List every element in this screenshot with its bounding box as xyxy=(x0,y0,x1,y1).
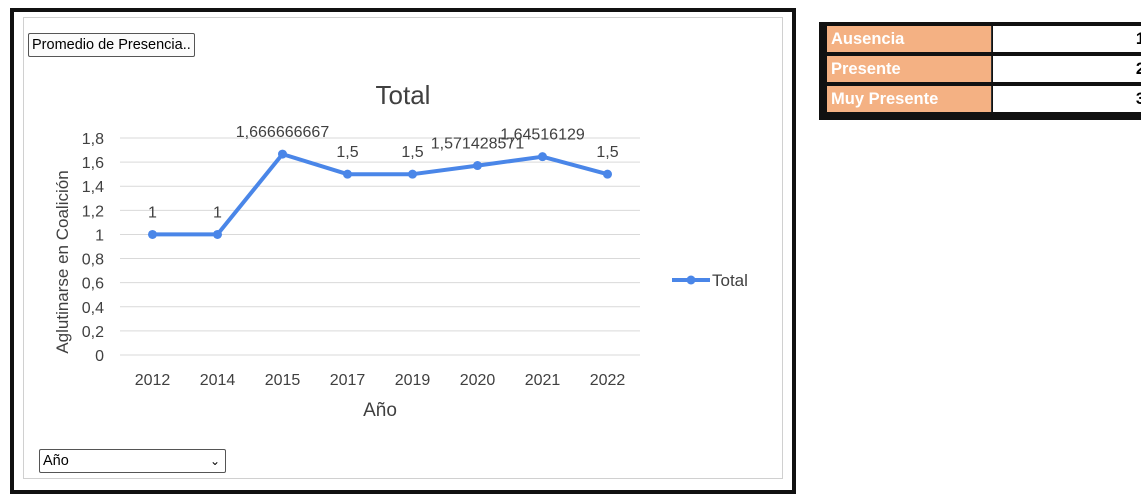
scale-label: Muy Presente xyxy=(827,86,992,112)
y-tick-label: 0,8 xyxy=(82,252,104,269)
y-tick-label: 0,4 xyxy=(82,300,104,317)
scale-value: 3 xyxy=(993,86,1141,112)
data-label: 1,5 xyxy=(401,144,423,161)
data-point xyxy=(473,161,482,171)
axis-field-label: Año xyxy=(43,453,69,469)
data-label: 1,571428571 xyxy=(431,136,525,153)
y-axis-title: Aglutinarse en Coalición xyxy=(53,170,72,353)
x-tick-label: 2015 xyxy=(265,372,301,389)
x-tick-label: 2021 xyxy=(525,372,561,389)
y-tick-label: 1,2 xyxy=(82,203,104,220)
data-point xyxy=(148,229,157,239)
y-tick-label: 1,6 xyxy=(82,155,104,172)
series-line-total xyxy=(152,152,609,237)
scale-row: Ausencia 1 xyxy=(827,26,1141,52)
data-label: 1,5 xyxy=(596,144,618,161)
data-label: 1 xyxy=(213,204,222,221)
data-point xyxy=(343,169,352,179)
data-label: 1,64516129 xyxy=(500,127,585,144)
data-label: 1,5 xyxy=(336,144,358,161)
legend-point-marker xyxy=(686,275,696,285)
y-tick-label: 0,2 xyxy=(82,324,104,341)
data-labels: 1 1 1,666666667 1,5 1,5 1,5714285711,64516129… xyxy=(148,124,619,221)
chart-legend: Total xyxy=(672,271,748,290)
x-tick-label: 2014 xyxy=(200,372,236,389)
chevron-down-icon[interactable]: ⌄ xyxy=(209,454,220,468)
chart-area xyxy=(23,17,783,479)
series-points xyxy=(148,149,612,239)
x-tick-label: 2017 xyxy=(330,372,366,389)
data-label: 1 xyxy=(148,204,157,221)
chart-title: Total xyxy=(376,80,431,110)
data-point xyxy=(538,152,547,162)
y-tick-label: 1 xyxy=(95,227,104,244)
scale-value: 2 xyxy=(993,56,1141,82)
scale-label: Presente xyxy=(827,56,992,82)
x-axis-ticks: 2012 2014 2015 2017 2019 2020 2021 2022 xyxy=(135,372,626,389)
data-label: 1,666666667 xyxy=(236,124,330,141)
x-tick-label: 2020 xyxy=(460,372,496,389)
scale-label: Ausencia xyxy=(827,26,992,52)
y-tick-label: 1,8 xyxy=(82,131,104,148)
data-point xyxy=(603,169,612,179)
data-point xyxy=(213,229,222,239)
scale-value: 1 xyxy=(993,26,1141,52)
x-tick-label: 2022 xyxy=(590,372,626,389)
axis-field-dropdown[interactable]: Año ⌄ xyxy=(39,449,226,473)
data-point xyxy=(408,169,417,179)
y-axis-ticks: 0 0,2 0,4 0,6 0,8 1 1,2 1,4 1,6 1,8 xyxy=(82,131,104,365)
y-tick-label: 1,4 xyxy=(82,179,104,196)
x-tick-label: 2012 xyxy=(135,372,171,389)
scale-row: Muy Presente 3 xyxy=(827,86,1141,112)
x-tick-label: 2019 xyxy=(395,372,431,389)
scale-legend-table: Ausencia 1 Presente 2 Muy Presente 3 xyxy=(819,22,1141,120)
scale-row: Presente 2 xyxy=(827,56,1141,82)
gridlines xyxy=(120,137,640,356)
legend-series-label: Total xyxy=(712,271,748,290)
y-tick-label: 0 xyxy=(95,348,104,365)
x-axis-title: Año xyxy=(363,400,397,421)
y-tick-label: 0,6 xyxy=(82,276,104,293)
value-field-button[interactable]: Promedio de Presencia.. xyxy=(28,33,195,57)
data-point xyxy=(278,149,287,159)
